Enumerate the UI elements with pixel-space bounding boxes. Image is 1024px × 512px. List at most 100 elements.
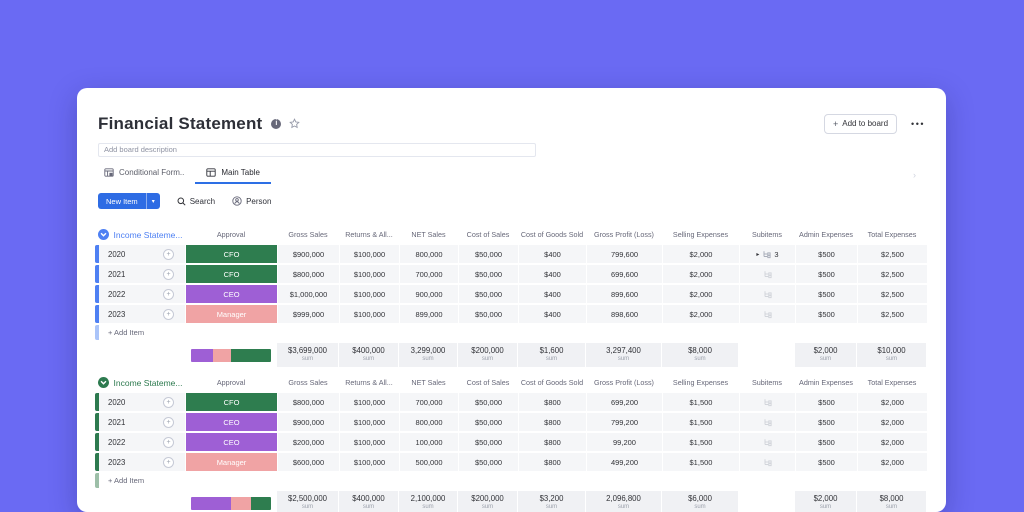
person-filter-button[interactable]: Person (232, 196, 271, 206)
new-item-chevron-icon[interactable]: ▾ (145, 193, 160, 209)
item-name-cell[interactable]: 2021 + (95, 413, 185, 431)
numeric-cell[interactable]: 699,200 (586, 393, 662, 411)
column-header-gross-sales[interactable]: Gross Sales (288, 378, 328, 387)
tab-conditional-formatting[interactable]: Conditional Form.. (93, 168, 195, 184)
numeric-cell[interactable]: $200,000 (277, 433, 339, 451)
numeric-cell[interactable]: $500 (795, 305, 857, 323)
subitems-cell[interactable]: ▸ 3 (739, 245, 795, 263)
column-header-subitems[interactable]: Subitems (752, 378, 782, 387)
numeric-cell[interactable]: 700,000 (399, 393, 458, 411)
column-header-admin-expenses[interactable]: Admin Expenses (799, 378, 853, 387)
numeric-cell[interactable]: $50,000 (458, 285, 518, 303)
column-header-net-sales[interactable]: NET Sales (411, 378, 446, 387)
numeric-cell[interactable]: 899,600 (586, 285, 662, 303)
item-name-cell[interactable]: 2023 + (95, 453, 185, 471)
status-label[interactable]: Manager (186, 305, 277, 323)
numeric-cell[interactable]: $800,000 (277, 393, 339, 411)
subitems-cell[interactable] (739, 453, 795, 471)
numeric-cell[interactable]: 500,000 (399, 453, 458, 471)
group-title[interactable]: Income Stateme... (113, 229, 183, 240)
item-name-cell[interactable]: 2020 + (95, 393, 185, 411)
item-name-cell[interactable]: 2022 + (95, 433, 185, 451)
numeric-cell[interactable]: $800 (518, 393, 586, 411)
group-title[interactable]: Income Stateme... (113, 377, 183, 388)
numeric-cell[interactable]: $50,000 (458, 265, 518, 283)
add-item-row[interactable]: + Add Item (95, 473, 927, 488)
numeric-cell[interactable]: $50,000 (458, 433, 518, 451)
status-label[interactable]: CEO (186, 285, 277, 303)
numeric-cell[interactable]: $50,000 (458, 245, 518, 263)
numeric-cell[interactable]: $1,000,000 (277, 285, 339, 303)
column-header-cost-of-goods-sold[interactable]: Cost of Goods Sold (520, 230, 584, 239)
subitems-cell[interactable] (739, 305, 795, 323)
column-header-returns-all[interactable]: Returns & All... (345, 230, 393, 239)
numeric-cell[interactable]: 799,600 (586, 245, 662, 263)
add-to-board-button[interactable]: + Add to board (823, 113, 898, 134)
numeric-cell[interactable]: $50,000 (458, 453, 518, 471)
numeric-cell[interactable]: $2,000 (857, 413, 927, 431)
subitems-cell[interactable] (739, 393, 795, 411)
numeric-cell[interactable]: $400 (518, 245, 586, 263)
group-collapse-icon[interactable] (97, 229, 109, 240)
numeric-cell[interactable]: 499,200 (586, 453, 662, 471)
add-update-icon[interactable]: + (163, 268, 174, 280)
numeric-cell[interactable]: $1,500 (662, 413, 739, 431)
subitems-cell[interactable] (739, 433, 795, 451)
numeric-cell[interactable]: $50,000 (458, 413, 518, 431)
status-label[interactable]: Manager (186, 453, 277, 471)
item-name-cell[interactable]: 2022 + (95, 285, 185, 303)
numeric-cell[interactable]: $400 (518, 305, 586, 323)
numeric-cell[interactable]: $500 (795, 245, 857, 263)
status-label[interactable]: CFO (186, 265, 277, 283)
add-update-icon[interactable]: + (163, 416, 174, 428)
numeric-cell[interactable]: $2,000 (662, 285, 739, 303)
numeric-cell[interactable]: $1,500 (662, 453, 739, 471)
column-header-selling-expenses[interactable]: Selling Expenses (672, 230, 729, 239)
search-button[interactable]: Search (177, 197, 215, 206)
board-menu-icon[interactable]: ••• (911, 118, 925, 129)
numeric-cell[interactable]: $2,000 (662, 305, 739, 323)
numeric-cell[interactable]: $2,500 (857, 305, 927, 323)
numeric-cell[interactable]: $100,000 (339, 393, 399, 411)
column-header-admin-expenses[interactable]: Admin Expenses (799, 230, 853, 239)
add-update-icon[interactable]: + (163, 436, 174, 448)
numeric-cell[interactable]: $100,000 (339, 305, 399, 323)
status-label[interactable]: CEO (186, 413, 277, 431)
numeric-cell[interactable]: $50,000 (458, 393, 518, 411)
numeric-cell[interactable]: $500 (795, 265, 857, 283)
numeric-cell[interactable]: $999,000 (277, 305, 339, 323)
numeric-cell[interactable]: 99,200 (586, 433, 662, 451)
add-update-icon[interactable]: + (163, 288, 174, 300)
numeric-cell[interactable]: $100,000 (339, 265, 399, 283)
add-update-icon[interactable]: + (163, 456, 174, 468)
numeric-cell[interactable]: $2,000 (662, 265, 739, 283)
numeric-cell[interactable]: $800 (518, 453, 586, 471)
item-name-cell[interactable]: 2020 + (95, 245, 185, 263)
status-distribution-bar[interactable] (191, 496, 271, 510)
add-item-row[interactable]: + Add Item (95, 325, 927, 340)
expand-caret-icon[interactable]: ▸ (756, 251, 760, 258)
numeric-cell[interactable]: $50,000 (458, 305, 518, 323)
numeric-cell[interactable]: $2,000 (857, 453, 927, 471)
tabs-overflow-chevron-icon[interactable]: › (913, 170, 916, 180)
status-label[interactable]: CFO (186, 393, 277, 411)
numeric-cell[interactable]: $100,000 (339, 453, 399, 471)
numeric-cell[interactable]: $500 (795, 453, 857, 471)
numeric-cell[interactable]: $500 (795, 285, 857, 303)
numeric-cell[interactable]: $2,000 (662, 245, 739, 263)
numeric-cell[interactable]: $2,500 (857, 265, 927, 283)
numeric-cell[interactable]: $100,000 (339, 413, 399, 431)
numeric-cell[interactable]: 800,000 (399, 413, 458, 431)
numeric-cell[interactable]: $500 (795, 433, 857, 451)
numeric-cell[interactable]: $900,000 (277, 413, 339, 431)
add-update-icon[interactable]: + (163, 396, 174, 408)
status-distribution-bar[interactable] (191, 348, 271, 362)
column-header-selling-expenses[interactable]: Selling Expenses (672, 378, 729, 387)
column-header-net-sales[interactable]: NET Sales (411, 230, 446, 239)
column-header-returns-all[interactable]: Returns & All... (345, 378, 393, 387)
favorite-star-icon[interactable] (289, 118, 301, 129)
column-header-total-expenses[interactable]: Total Expenses (867, 230, 917, 239)
column-header-approval[interactable]: Approval (216, 378, 246, 387)
tab-main-table[interactable]: Main Table (195, 168, 271, 184)
numeric-cell[interactable]: $100,000 (339, 285, 399, 303)
